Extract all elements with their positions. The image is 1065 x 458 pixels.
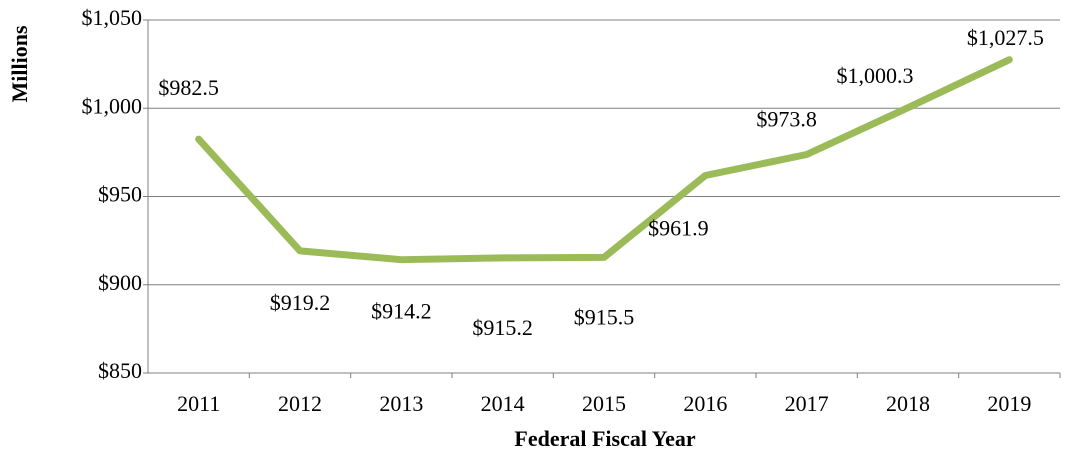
- data-label: $973.8: [756, 107, 817, 132]
- data-label: $1,027.5: [967, 25, 1044, 50]
- x-tick-label: 2017: [785, 391, 829, 416]
- data-label: $919.2: [270, 290, 331, 315]
- x-tick-label: 2018: [886, 391, 930, 416]
- x-axis-title: Federal Fiscal Year: [514, 426, 695, 451]
- x-tick-label: 2019: [987, 391, 1031, 416]
- y-tick-label: $1,050: [82, 5, 143, 30]
- data-label: $915.2: [472, 315, 533, 340]
- x-tick-label: 2012: [278, 391, 322, 416]
- x-tick-label: 2011: [177, 391, 220, 416]
- y-tick-label: $850: [98, 358, 142, 383]
- y-axis-title: Millions: [7, 25, 32, 102]
- data-label: $1,000.3: [837, 63, 914, 88]
- y-tick-label: $900: [98, 270, 142, 295]
- data-label: $961.9: [648, 216, 709, 241]
- data-label: $915.5: [574, 304, 635, 329]
- data-line: [195, 56, 1013, 264]
- x-tick-label: 2013: [379, 391, 423, 416]
- y-tick-label: $950: [98, 182, 142, 207]
- x-tick-label: 2015: [582, 391, 626, 416]
- x-tick-label: 2014: [481, 391, 525, 416]
- y-tick-label: $1,000: [82, 93, 143, 118]
- data-label: $914.2: [371, 299, 432, 324]
- x-tick-label: 2016: [683, 391, 727, 416]
- data-label: $982.5: [158, 75, 219, 100]
